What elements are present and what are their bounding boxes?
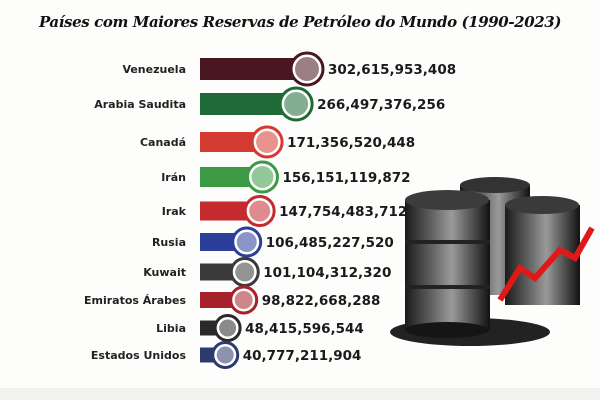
category-label: Rusia: [152, 236, 186, 249]
category-label: Canadá: [140, 136, 186, 149]
flag-fill: [236, 232, 257, 252]
category-label: Irán: [161, 171, 186, 184]
value-label: 48,415,596,544: [245, 321, 364, 337]
flag-fill: [219, 319, 237, 337]
barrel-front: [405, 190, 490, 338]
value-label: 171,356,520,448: [287, 135, 415, 151]
flag-fill: [234, 291, 253, 309]
value-label: 101,104,312,320: [263, 265, 391, 281]
value-label: 266,497,376,256: [317, 97, 445, 113]
category-label: Emiratos Árabes: [84, 294, 186, 307]
flag-fill: [256, 131, 279, 153]
oil-barrels-illustration: [390, 177, 595, 346]
value-label: 147,754,483,712: [279, 204, 407, 220]
barrel-right: [505, 196, 580, 305]
category-label: Irak: [162, 205, 187, 218]
bar: [200, 58, 307, 80]
value-label: 106,485,227,520: [266, 235, 394, 251]
bar: [200, 132, 268, 152]
value-label: 156,151,119,872: [282, 170, 410, 186]
flag-fill: [251, 166, 274, 188]
chart-title: Países com Maiores Reservas de Petróleo …: [38, 13, 562, 31]
flag-fill: [295, 57, 319, 81]
category-label: Kuwait: [143, 266, 186, 279]
footer-strip: [0, 388, 600, 400]
flag-fill: [216, 346, 234, 364]
value-label: 98,822,668,288: [262, 293, 381, 309]
value-label: 40,777,211,904: [243, 348, 362, 364]
bar: [200, 93, 297, 115]
category-label: Estados Unidos: [91, 349, 187, 362]
flag-fill: [284, 92, 309, 116]
flag-fill: [249, 200, 271, 222]
category-label: Arabia Saudita: [94, 98, 186, 111]
flag-fill: [235, 262, 255, 282]
value-label: 302,615,953,408: [328, 62, 456, 78]
category-label: Venezuela: [122, 63, 186, 76]
red-rising-arrow: [497, 226, 595, 302]
category-label: Libia: [156, 322, 186, 335]
